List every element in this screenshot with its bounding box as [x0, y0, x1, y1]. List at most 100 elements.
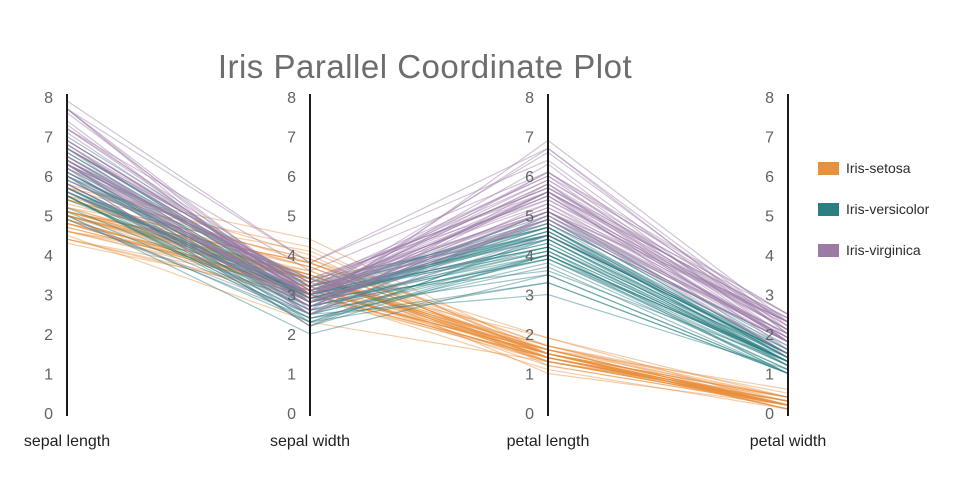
legend-swatch — [818, 243, 839, 257]
data-line — [66, 143, 789, 359]
tick-label: 2 — [525, 327, 534, 344]
legend-item-virginica[interactable]: Iris-virginica — [818, 242, 958, 258]
data-line — [66, 167, 789, 363]
data-line — [66, 108, 789, 335]
chart-title: Iris Parallel Coordinate Plot — [217, 48, 633, 85]
tick-label: 0 — [525, 406, 534, 423]
tick-label: 6 — [765, 169, 774, 186]
data-line — [66, 175, 789, 343]
data-line — [66, 171, 789, 359]
data-line — [66, 187, 789, 402]
data-line — [66, 187, 789, 367]
tick-label: 0 — [765, 406, 774, 423]
tick-label: 5 — [287, 209, 296, 226]
data-line — [66, 218, 789, 410]
data-line — [66, 207, 789, 359]
data-line — [66, 143, 789, 331]
tick-label: 2 — [287, 327, 296, 344]
data-line — [66, 211, 789, 394]
data-line — [66, 199, 789, 355]
tick-label: 8 — [287, 90, 296, 107]
data-line — [66, 218, 789, 406]
data-line — [66, 195, 789, 406]
data-line — [66, 167, 789, 323]
tick-label: 5 — [765, 209, 774, 226]
data-line — [66, 179, 789, 343]
data-line — [66, 195, 789, 363]
data-line — [66, 108, 789, 323]
tick-label: 7 — [765, 130, 774, 147]
data-line — [66, 195, 789, 406]
data-line — [66, 199, 789, 398]
data-line — [66, 214, 789, 402]
data-line — [66, 139, 789, 355]
data-line — [66, 183, 789, 319]
data-line — [66, 124, 789, 343]
data-line — [66, 108, 789, 327]
data-line — [66, 120, 789, 339]
data-line — [66, 159, 789, 355]
legend-item-setosa[interactable]: Iris-setosa — [818, 160, 958, 176]
data-line — [66, 230, 789, 406]
data-line — [66, 163, 789, 351]
data-line — [66, 183, 789, 375]
data-line — [66, 234, 789, 402]
data-line — [66, 135, 789, 359]
axis-label: sepal width — [270, 433, 350, 450]
data-line — [66, 222, 789, 410]
tick-label: 4 — [287, 248, 296, 265]
data-line — [66, 163, 789, 343]
data-line — [66, 207, 789, 406]
legend-item-versicolor[interactable]: Iris-versicolor — [818, 201, 958, 217]
data-line — [66, 163, 789, 319]
data-line — [66, 218, 789, 410]
tick-label: 4 — [525, 248, 534, 265]
data-line — [66, 211, 789, 406]
data-line — [66, 147, 789, 319]
data-line — [66, 171, 789, 359]
data-line — [66, 191, 789, 363]
data-line — [66, 183, 789, 406]
data-line — [66, 214, 789, 375]
data-line — [66, 163, 789, 343]
data-line — [66, 230, 789, 402]
data-line — [66, 211, 789, 398]
data-line — [66, 163, 789, 363]
data-line — [66, 183, 789, 367]
legend-swatch — [818, 161, 839, 175]
data-line — [66, 191, 789, 363]
data-line — [66, 191, 789, 335]
axis-label: sepal length — [24, 433, 110, 450]
data-line — [66, 128, 789, 343]
data-line — [66, 207, 789, 410]
legend-label: Iris-setosa — [846, 160, 911, 176]
data-line — [66, 214, 789, 390]
tick-label: 5 — [525, 209, 534, 226]
tick-label: 0 — [287, 406, 296, 423]
data-line — [66, 139, 789, 323]
data-line — [66, 147, 789, 323]
data-line — [66, 100, 789, 335]
data-line — [66, 147, 789, 331]
data-line — [66, 147, 789, 355]
data-line — [66, 143, 789, 323]
data-line — [66, 214, 789, 406]
data-line — [66, 179, 789, 343]
data-line — [66, 147, 789, 347]
data-line — [66, 222, 789, 406]
data-line — [66, 211, 789, 371]
data-line — [66, 199, 789, 406]
tick-label: 4 — [44, 248, 53, 265]
data-line — [66, 163, 789, 355]
data-line — [66, 151, 789, 359]
tick-label: 2 — [44, 327, 53, 344]
tick-label: 7 — [525, 130, 534, 147]
data-line — [66, 226, 789, 406]
data-line — [66, 175, 789, 355]
data-line — [66, 187, 789, 398]
data-line — [66, 139, 789, 331]
data-line — [66, 222, 789, 406]
data-line — [66, 195, 789, 371]
